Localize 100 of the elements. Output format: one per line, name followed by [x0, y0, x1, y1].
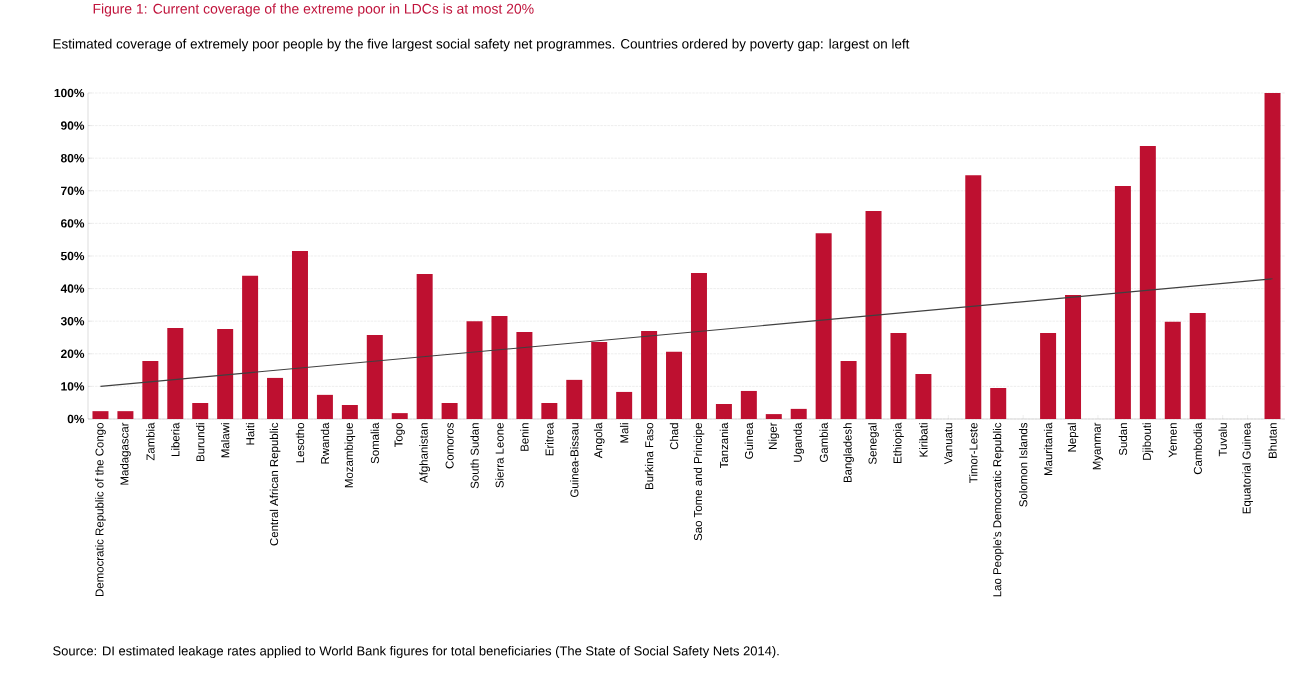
bar [117, 411, 134, 419]
bar [1040, 332, 1057, 419]
bar [192, 403, 209, 419]
bar [541, 403, 558, 419]
y-tick-label: 60% [61, 219, 85, 228]
bar [491, 315, 508, 419]
y-tick-label: 0% [67, 414, 85, 424]
bar [441, 403, 458, 419]
bar [1139, 146, 1156, 419]
bar [142, 360, 159, 419]
bar [1164, 321, 1181, 419]
x-tick-label: Mozambique [344, 423, 356, 488]
bar [815, 233, 832, 419]
x-tick-label: Democratic Republic of the Congo [95, 423, 106, 597]
bar [915, 374, 932, 419]
x-tick-label: Madagascar [120, 422, 131, 485]
x-tick-label: Gambia [819, 422, 828, 463]
bar [591, 342, 608, 419]
x-tick-label: Sao Tome and Principe [693, 423, 705, 541]
bar [715, 403, 732, 419]
x-tick-label: South Sudan [470, 423, 479, 489]
x-tick-label: Nepal [1067, 423, 1079, 452]
bar [616, 391, 633, 419]
bar [267, 377, 284, 419]
x-tick-label: Bangladesh [843, 423, 854, 483]
bar [391, 413, 408, 419]
x-tick-label: Sudan [1118, 423, 1128, 456]
bar [765, 414, 782, 419]
x-tick-label: Niger [768, 422, 780, 449]
y-tick-label: 50% [60, 251, 85, 261]
x-tick-label: Djibouti [1142, 423, 1154, 460]
bar [516, 331, 533, 419]
bar [92, 411, 109, 419]
chart-subtitle: Estimated coverage of extremely poor people by the five largest social safety net programmes. Countries ordered by poverty gap: largest on left [53, 38, 910, 52]
bar [840, 360, 857, 419]
bar [690, 272, 707, 419]
x-tick-label: Central African Republic [269, 422, 281, 546]
x-tick-label: Guinea [744, 422, 754, 459]
x-tick-label: Tuvalu [1218, 423, 1227, 457]
bar [1189, 313, 1206, 419]
x-tick-label: Afghanistan [419, 423, 430, 483]
bar [291, 251, 308, 419]
x-tick-label: Burundi [196, 423, 205, 462]
x-tick-label: Lao People's Democratic Republic [992, 422, 1004, 597]
bar [341, 404, 358, 419]
x-tick-label: Chad [669, 423, 679, 450]
y-tick-label: 30% [60, 316, 85, 326]
x-tick-label: Eritrea [545, 422, 554, 456]
x-tick-label: Yemen [1168, 423, 1177, 458]
x-tick-label: Benin [520, 423, 529, 451]
bar [641, 330, 658, 419]
x-tick-label: Togo [394, 422, 405, 448]
x-tick-label: Sierra Leone [495, 423, 504, 488]
y-tick-label: 10% [61, 382, 85, 391]
x-tick-label: Cambodia [1193, 422, 1202, 475]
y-tick-label: 20% [60, 349, 85, 359]
x-tick-label: Ethiopia [893, 422, 904, 463]
bar [466, 321, 483, 419]
bar [1114, 185, 1131, 419]
x-tick-label: Liberia [171, 422, 180, 456]
bar [790, 408, 807, 419]
x-tick-label: Timor-Leste [969, 423, 978, 483]
y-tick-label: 90% [60, 121, 85, 130]
x-tick-label: Solomon Islands [1018, 422, 1028, 507]
bar [217, 329, 234, 419]
bar [990, 388, 1007, 419]
x-tick-label: Comoros [445, 422, 454, 469]
bar [965, 175, 982, 419]
x-tick-label: Uganda [793, 422, 805, 462]
x-tick-label: Bhutan [1268, 423, 1277, 458]
x-tick-label: Lesotho [295, 422, 305, 463]
bar [366, 334, 383, 419]
chart-title: Figure 1: Current coverage of the extreme poor in LDCs is at most 20% [93, 3, 534, 17]
x-tick-label: Vanuatu [944, 423, 953, 465]
x-tick-label: Angola [593, 422, 605, 459]
bar [167, 328, 184, 419]
x-tick-label: Haiti [245, 423, 255, 445]
x-tick-label: Burkina Faso [644, 423, 654, 490]
x-tick-label: Senegal [868, 423, 879, 465]
x-tick-label: Guinea-Bissau [570, 423, 579, 498]
y-tick-label: 80% [60, 153, 85, 163]
y-tick-label: 40% [60, 284, 85, 293]
x-tick-label: Myanmar [1092, 422, 1104, 470]
bar [865, 211, 882, 419]
source-note: Source: DI estimated leakage rates applied to World Bank figures for total beneficiaries (The State of Social Safety Nets 2014). [53, 645, 779, 659]
x-tick-label: Malawi [220, 423, 230, 458]
bar [1065, 295, 1082, 419]
y-tick-label: 70% [61, 186, 85, 196]
bar [1264, 92, 1281, 419]
bar [740, 390, 757, 419]
bar [416, 273, 433, 419]
x-tick-label: Kiribati [919, 423, 928, 457]
bar [890, 332, 907, 419]
x-tick-label: Somalia [370, 422, 379, 464]
bar [566, 379, 583, 419]
x-tick-label: Zambia [146, 422, 155, 461]
bar [316, 394, 333, 419]
y-tick-label: 100% [54, 88, 85, 98]
bar [666, 351, 683, 419]
x-tick-label: Rwanda [320, 422, 330, 464]
